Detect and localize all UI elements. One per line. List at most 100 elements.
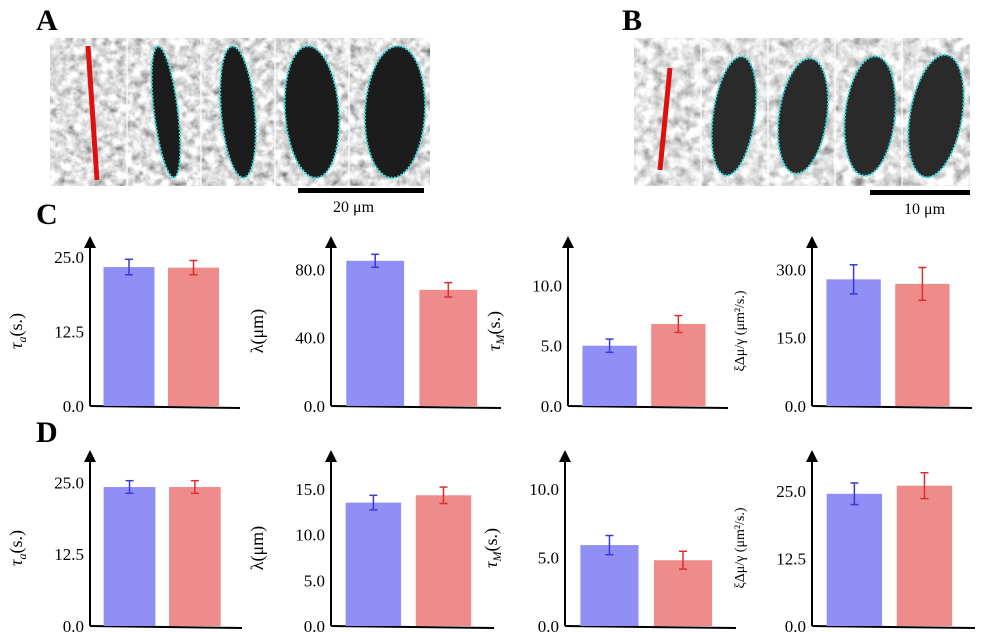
y-tick-label: 0.0: [63, 617, 84, 632]
bar-blue: [103, 487, 156, 626]
y-axis-label: ξΔμ/γ (μm²/s.): [733, 290, 748, 371]
bar-blue: [580, 545, 639, 626]
y-tick-label: 0.0: [63, 397, 84, 416]
micrograph-strip-a: [50, 38, 430, 186]
y-axis-arrowhead: [84, 450, 96, 462]
scale-bar-b: [870, 190, 970, 195]
x-axis-line: [330, 405, 502, 409]
y-tick-label: 0.0: [304, 617, 325, 632]
bar-red: [653, 560, 713, 626]
bar-blue: [346, 260, 405, 406]
micrograph-strip-b: [634, 38, 970, 186]
svg-text:τM(s.): τM(s.): [484, 311, 507, 351]
y-axis-arrowhead: [325, 450, 337, 462]
y-axis-label: τM(s.): [484, 311, 507, 351]
bar-red: [896, 485, 953, 626]
scale-label-a: 20 μm: [333, 199, 375, 216]
svg-text:τa(s.): τa(s.): [6, 530, 29, 566]
x-axis-line: [567, 405, 729, 409]
y-tick-label: 25.0: [54, 473, 84, 492]
bar-blue: [103, 267, 155, 406]
svg-text:ξΔμ/γ (μm²/s.): ξΔμ/γ (μm²/s.): [733, 290, 748, 371]
y-axis-label: ξΔμ/γ (μm²/s.): [733, 507, 748, 588]
wound-contour-a2: [219, 45, 257, 179]
wound-contour-a1: [150, 45, 182, 179]
y-tick-label: 15.0: [776, 329, 806, 348]
y-axis-arrowhead: [806, 236, 818, 248]
y-tick-label: 12.5: [54, 545, 84, 564]
y-axis-arrowhead: [806, 450, 818, 462]
y-axis-arrowhead: [562, 236, 574, 248]
laser-cut-line: [85, 45, 100, 181]
x-axis-line: [811, 625, 976, 629]
wound-contour-a4: [363, 44, 427, 180]
scale-label-b: 10 μm: [904, 201, 946, 218]
y-tick-label: 80.0: [295, 260, 325, 279]
y-tick-label: 5.0: [538, 548, 559, 567]
y-tick-label: 0.0: [538, 617, 559, 632]
x-axis-line: [89, 405, 241, 409]
svg-text:λ(μm): λ(μm): [247, 309, 268, 353]
y-axis-arrowhead: [325, 236, 337, 248]
y-tick-label: 0.0: [304, 397, 325, 416]
frame-separators: [126, 38, 350, 186]
y-axis-label: λ(μm): [247, 309, 268, 353]
y-axis-label: τM(s.): [481, 528, 504, 568]
y-tick-label: 25.0: [54, 248, 84, 267]
x-axis-line: [89, 625, 243, 629]
panel-letter-d: D: [36, 416, 58, 449]
wound-contour-a3: [283, 45, 341, 179]
bar-red: [168, 267, 219, 406]
y-tick-label: 0.0: [541, 397, 562, 416]
y-tick-label: 12.5: [54, 322, 84, 341]
panel-letter-c: C: [36, 198, 58, 231]
y-axis-arrowhead: [84, 236, 96, 248]
frame-separators: [700, 38, 903, 186]
bar-red: [169, 487, 221, 626]
y-axis-arrowhead: [559, 450, 571, 462]
bar-red: [895, 283, 950, 406]
bar-red: [415, 495, 472, 626]
y-tick-label: 40.0: [295, 329, 325, 348]
bar-blue: [345, 502, 402, 626]
bar-blue: [582, 345, 637, 406]
y-axis-label: τa(s.): [6, 313, 29, 349]
y-tick-label: 5.0: [304, 571, 325, 590]
y-axis-label: λ(μm): [247, 526, 268, 570]
panel-letter-a: A: [36, 4, 58, 37]
svg-text:ξΔμ/γ (μm²/s.): ξΔμ/γ (μm²/s.): [733, 507, 748, 588]
wound-contour-b2: [776, 57, 830, 175]
wound-contour-b4: [907, 53, 965, 179]
y-tick-label: 5.0: [541, 337, 562, 356]
wound-contour-b3: [843, 55, 897, 177]
laser-cut-line: [657, 67, 673, 171]
y-tick-label: 30.0: [776, 260, 806, 279]
y-tick-label: 10.0: [295, 526, 325, 545]
y-tick-label: 0.0: [785, 397, 806, 416]
svg-text:λ(μm): λ(μm): [247, 526, 268, 570]
y-tick-label: 10.0: [529, 480, 559, 499]
bar-blue: [826, 493, 883, 626]
x-axis-line: [330, 625, 495, 629]
y-tick-label: 25.0: [776, 482, 806, 501]
bar-blue: [826, 279, 881, 406]
y-axis-label: τa(s.): [6, 530, 29, 566]
y-tick-label: 12.5: [776, 550, 806, 569]
x-axis-line: [811, 405, 973, 409]
svg-text:τM(s.): τM(s.): [481, 528, 504, 568]
svg-text:τa(s.): τa(s.): [6, 313, 29, 349]
panel-letter-b: B: [622, 4, 643, 37]
x-axis-line: [564, 625, 737, 629]
y-tick-label: 15.0: [295, 480, 325, 499]
bar-red: [419, 289, 478, 406]
wound-contour-b1: [710, 55, 758, 177]
y-tick-label: 10.0: [532, 276, 562, 295]
y-tick-label: 0.0: [785, 617, 806, 632]
